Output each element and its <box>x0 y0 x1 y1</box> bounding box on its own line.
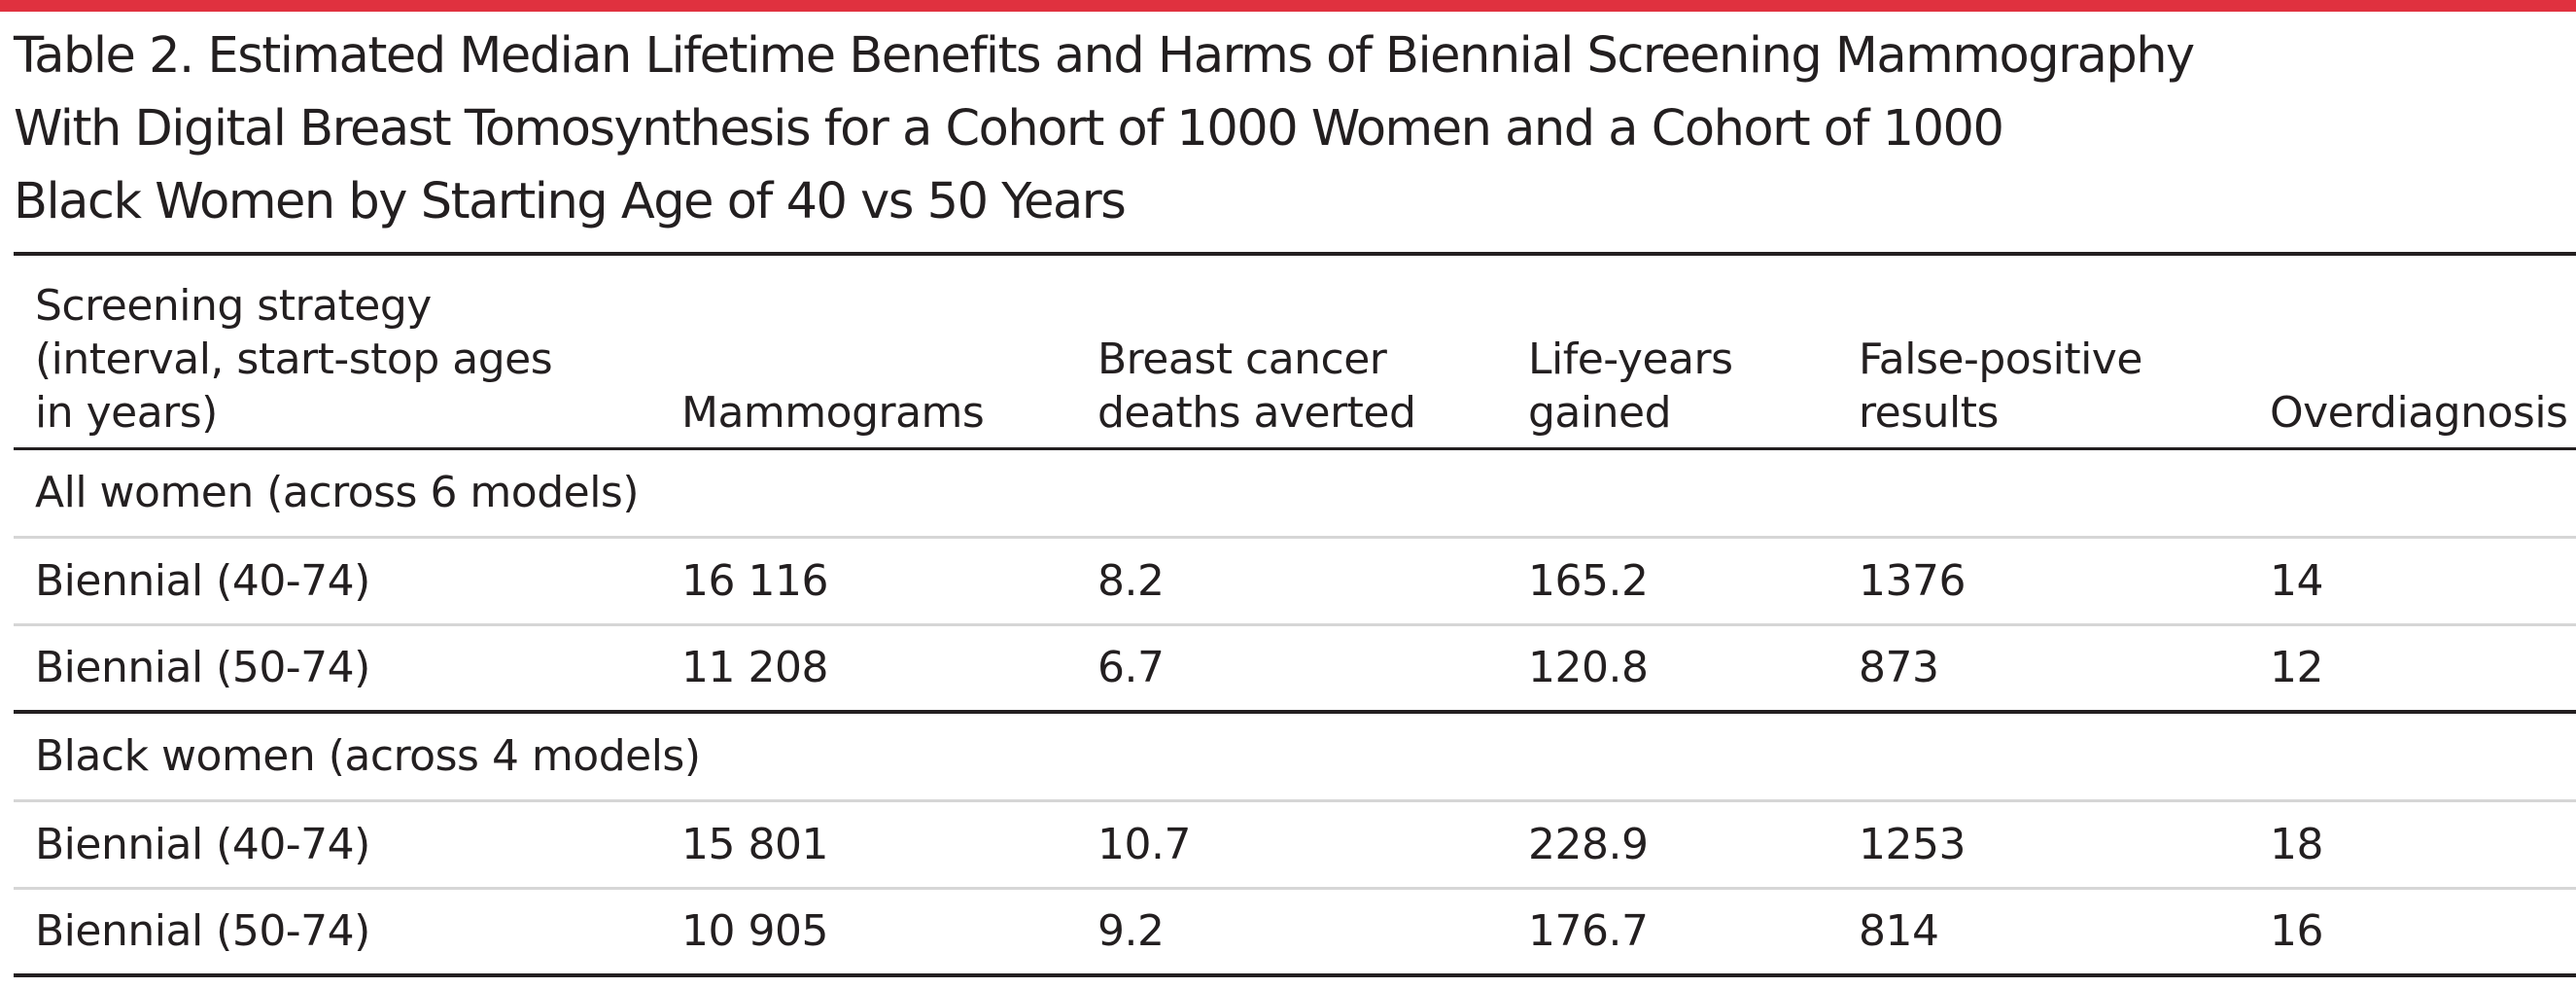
table-cell-life-years: 120.8 <box>1528 643 1649 693</box>
column-header-overdiagnosis: Overdiagnosis <box>2248 254 2576 448</box>
table-cell-deaths-averted: 6.7 <box>1097 643 1165 693</box>
header-line: False-positive <box>1859 334 2142 384</box>
table-row: Biennial (40-74) 15 801 10.7 228.9 1253 … <box>14 800 2576 888</box>
table-cell-life-years: 165.2 <box>1528 555 1649 606</box>
header-line: results <box>1859 387 1999 438</box>
table-cell-mammograms: 11 208 <box>681 643 828 693</box>
table-row: Biennial (50-74) 10 905 9.2 176.7 814 16 <box>14 888 2576 975</box>
header-line: Screening strategy <box>35 280 432 331</box>
header-line: (interval, start-stop ages <box>35 334 553 384</box>
group-label: Black women (across 4 models) <box>35 731 701 782</box>
caption-line: With Digital Breast Tomosynthesis for a … <box>14 100 2004 158</box>
table-cell-strategy: Biennial (50-74) <box>35 643 370 693</box>
table-cell-false-positives: 814 <box>1859 906 1939 957</box>
group-row-black-women: Black women (across 4 models) <box>14 712 2576 800</box>
accent-bar <box>0 0 2576 12</box>
column-header-deaths-averted: Breast cancer deaths averted <box>1076 254 1507 448</box>
table-cell-overdiagnosis: 14 <box>2270 555 2324 606</box>
data-table: Screening strategy (interval, start-stop… <box>14 252 2576 977</box>
table-cell-overdiagnosis: 12 <box>2270 643 2324 693</box>
header-line: Life-years <box>1528 334 1733 384</box>
table-cell-life-years: 228.9 <box>1528 819 1649 869</box>
column-header-mammograms: Mammograms <box>660 254 1076 448</box>
table-cell-overdiagnosis: 18 <box>2270 819 2324 869</box>
table-cell-deaths-averted: 10.7 <box>1097 819 1191 869</box>
table-cell-strategy: Biennial (50-74) <box>35 906 370 957</box>
group-label: All women (across 6 models) <box>35 468 640 517</box>
table-cell-false-positives: 1253 <box>1859 819 1966 869</box>
table-cell-strategy: Biennial (40-74) <box>35 819 370 869</box>
table-header-row: Screening strategy (interval, start-stop… <box>14 254 2576 448</box>
table-row: Biennial (50-74) 11 208 6.7 120.8 873 12 <box>14 624 2576 712</box>
table-cell-mammograms: 16 116 <box>681 555 828 606</box>
header-line: Mammograms <box>681 387 985 438</box>
caption-line: Black Women by Starting Age of 40 vs 50 … <box>14 173 1127 230</box>
header-line: deaths averted <box>1097 387 1416 438</box>
column-header-life-years-gained: Life-years gained <box>1507 254 1837 448</box>
table-row: Biennial (40-74) 16 116 8.2 165.2 1376 1… <box>14 537 2576 624</box>
column-header-false-positive-results: False-positive results <box>1837 254 2248 448</box>
table-cell-mammograms: 15 801 <box>681 819 828 869</box>
header-line: in years) <box>35 387 218 438</box>
table-cell-overdiagnosis: 16 <box>2270 906 2324 957</box>
table-cell-deaths-averted: 8.2 <box>1097 555 1165 606</box>
header-line: gained <box>1528 387 1672 438</box>
group-row-all-women: All women (across 6 models) <box>14 448 2576 537</box>
table-cell-false-positives: 1376 <box>1859 555 1966 606</box>
column-header-screening-strategy: Screening strategy (interval, start-stop… <box>14 254 660 448</box>
caption-line: Table 2. Estimated Median Lifetime Benef… <box>14 27 2195 85</box>
table-caption: Table 2. Estimated Median Lifetime Benef… <box>14 19 2541 238</box>
data-table-container: Screening strategy (interval, start-stop… <box>14 252 2576 977</box>
header-line: Overdiagnosis <box>2270 387 2568 438</box>
table-cell-mammograms: 10 905 <box>681 906 828 957</box>
table-cell-strategy: Biennial (40-74) <box>35 555 370 606</box>
table-cell-life-years: 176.7 <box>1528 906 1649 957</box>
table-cell-deaths-averted: 9.2 <box>1097 906 1165 957</box>
header-line: Breast cancer <box>1097 334 1387 384</box>
table-cell-false-positives: 873 <box>1859 643 1939 693</box>
